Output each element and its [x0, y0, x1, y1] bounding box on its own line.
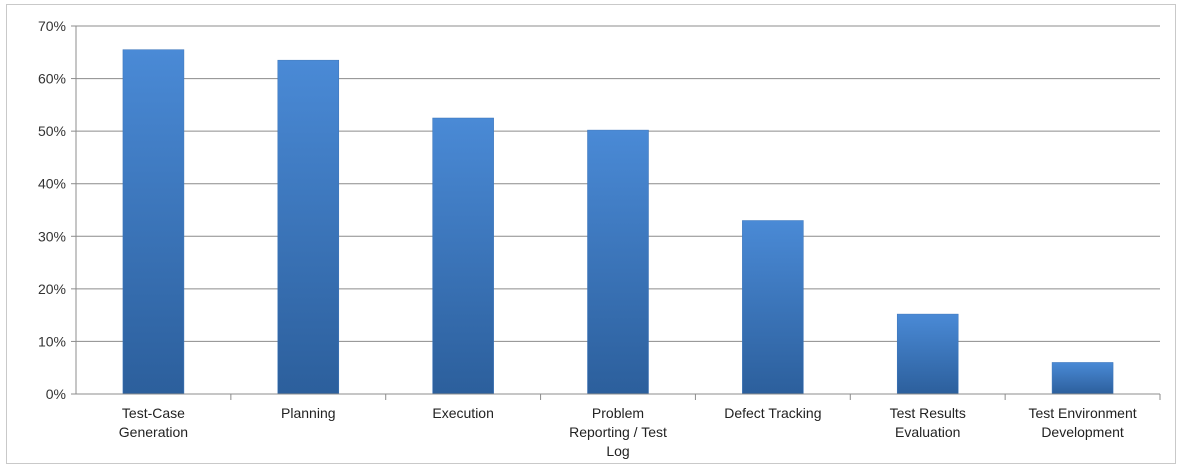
x-category-label-line: Generation: [119, 424, 188, 440]
y-tick-label: 30%: [38, 228, 66, 244]
x-category-label: Execution: [432, 405, 493, 421]
x-category-label-line: Test Environment: [1028, 405, 1136, 421]
bar: [122, 49, 185, 395]
y-tick-label: 50%: [38, 123, 66, 139]
x-category-label-line: Defect Tracking: [724, 405, 821, 421]
x-category-label: Problem Reporting / Test Log: [569, 405, 667, 459]
y-tick-label: 70%: [38, 18, 66, 34]
bar: [742, 220, 804, 395]
x-category-label: Test Results Evaluation: [890, 405, 966, 440]
x-category-label-line: Planning: [281, 405, 336, 421]
x-category-label-line: Execution: [432, 405, 493, 421]
bar: [277, 59, 340, 395]
x-category-label: Defect Tracking: [724, 405, 821, 421]
y-tick-labels: 0% 10% 20% 30% 40% 50% 60% 70%: [38, 18, 66, 402]
bar: [1051, 362, 1114, 395]
y-tick-label: 0%: [46, 386, 66, 402]
x-category-label-line: Development: [1041, 424, 1124, 440]
x-category-label-line: Reporting / Test: [569, 424, 667, 440]
y-tick-label: 60%: [38, 71, 66, 87]
x-category-label-line: Problem: [592, 405, 644, 421]
bar: [432, 117, 494, 395]
x-category-label: Planning: [281, 405, 336, 421]
x-category-label: Test Environment Development: [1028, 405, 1136, 440]
y-tick-label: 40%: [38, 176, 66, 192]
x-category-label-line: Log: [606, 443, 629, 459]
y-tick-label: 20%: [38, 281, 66, 297]
bar: [896, 313, 959, 395]
x-category-label-line: Evaluation: [895, 424, 960, 440]
bar: [587, 129, 649, 395]
y-tick-label: 10%: [38, 333, 66, 349]
x-category-labels: Test-Case Generation Planning Execution Prob…: [119, 405, 1137, 459]
axes: [71, 25, 1161, 400]
x-category-label-line: Test Results: [890, 405, 966, 421]
x-category-label-line: Test-Case: [122, 405, 185, 421]
bars: [122, 49, 1114, 395]
x-category-label: Test-Case Generation: [119, 405, 188, 440]
